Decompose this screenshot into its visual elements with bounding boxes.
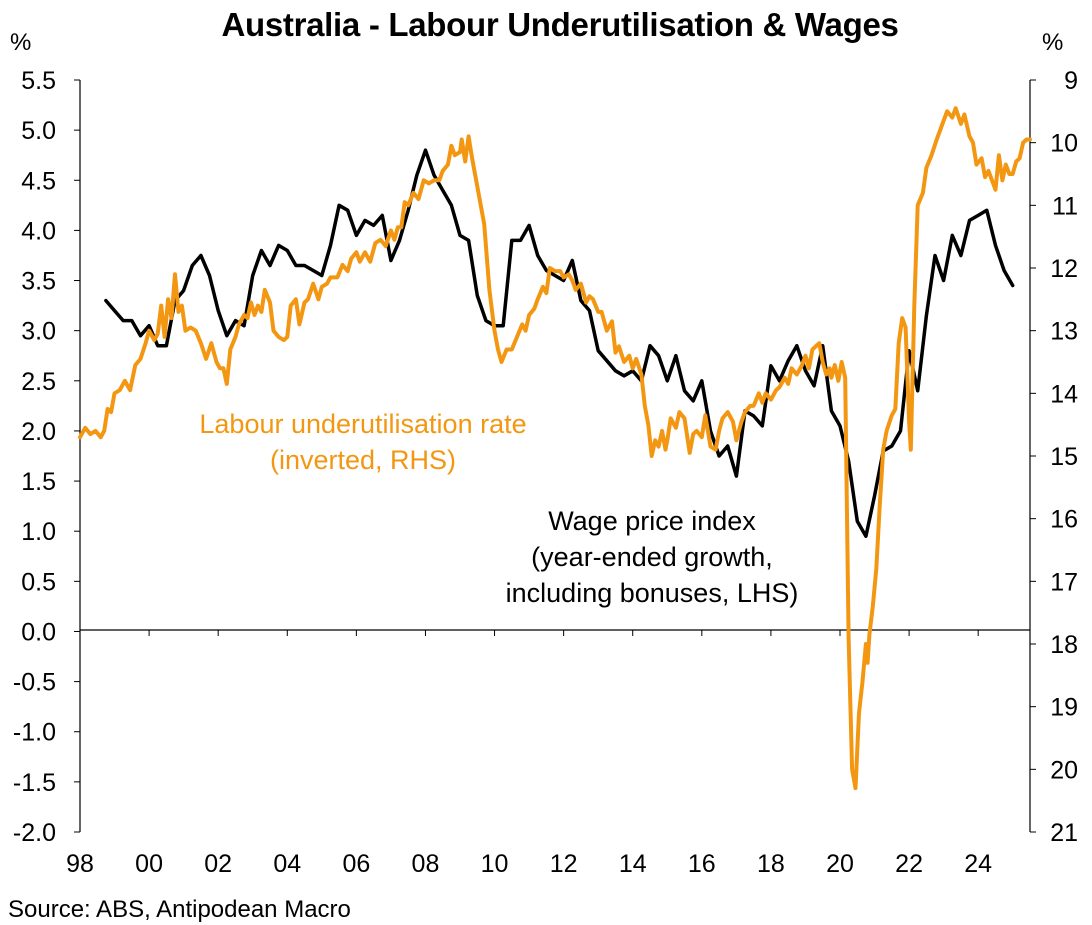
x-tick-label: 04: [273, 850, 301, 878]
x-tick-label: 08: [412, 850, 440, 878]
x-tick-label: 14: [619, 850, 647, 878]
x-tick-label: 98: [66, 850, 94, 878]
left-tick-label: -1.5: [13, 769, 56, 797]
right-tick-label: 15: [1050, 443, 1078, 471]
source-note: Source: ABS, Antipodean Macro: [8, 896, 351, 923]
x-tick-label: 16: [688, 850, 716, 878]
annotation-wpi-line: Wage price index: [548, 506, 756, 536]
left-tick-label: 1.0: [21, 518, 56, 546]
right-tick-label: 19: [1050, 694, 1078, 722]
right-tick-label: 16: [1050, 506, 1078, 534]
right-tick-label: 20: [1050, 756, 1078, 784]
right-axis-unit: %: [1042, 29, 1063, 56]
axes-group: [74, 79, 1036, 833]
x-tick-label: 12: [550, 850, 578, 878]
left-tick-label: 0.0: [21, 618, 56, 646]
right-tick-label: 14: [1050, 380, 1078, 408]
left-tick-label: 5.0: [21, 117, 56, 145]
left-tick-label: 0.5: [21, 568, 56, 596]
x-tick-label: 00: [135, 850, 163, 878]
annotation-underutil-line: Labour underutilisation rate: [199, 409, 526, 439]
x-tick-label: 06: [342, 850, 370, 878]
left-tick-label: 4.0: [21, 217, 56, 245]
series-line-underutil: [78, 106, 1032, 791]
x-tick-label: 22: [895, 850, 923, 878]
left-tick-label: 2.5: [21, 368, 56, 396]
left-tick-label: 3.0: [21, 318, 56, 346]
left-tick-label: 4.5: [21, 167, 56, 195]
annotation-wpi-line: (year-ended growth,: [531, 542, 773, 572]
right-tick-label: 10: [1050, 130, 1078, 158]
right-tick-label: 18: [1050, 631, 1078, 659]
right-tick-label: 11: [1052, 192, 1078, 220]
series-line-wpi: [104, 148, 1015, 538]
x-tick-label: 18: [757, 850, 785, 878]
annotation-underutil-line: (inverted, RHS): [270, 445, 456, 475]
right-tick-label: 12: [1050, 255, 1078, 283]
annotation-wpi-line: including bonuses, LHS): [506, 578, 799, 608]
left-tick-label: -2.0: [13, 819, 56, 847]
left-tick-label: 2.0: [21, 418, 56, 446]
x-tick-label: 10: [481, 850, 509, 878]
chart-title: Australia - Labour Underutilisation & Wa…: [221, 6, 899, 43]
right-tick-label: 17: [1050, 568, 1078, 596]
left-tick-label: -0.5: [13, 669, 56, 697]
left-tick-label: 3.5: [21, 268, 56, 296]
right-tick-label: 13: [1050, 318, 1078, 346]
series-group: [78, 106, 1032, 791]
x-tick-label: 24: [964, 850, 992, 878]
x-tick-label: 02: [204, 850, 232, 878]
labels-group: % % 5.5 5.0 4.5 4.0 3.5 3.0 2.5 2.0 1.5 1.0 0.5 0.0 -0…: [10, 29, 1078, 878]
left-tick-label: 5.5: [21, 67, 56, 95]
left-axis-unit: %: [10, 29, 31, 56]
x-tick-label: 20: [826, 850, 854, 878]
left-tick-label: 1.5: [21, 468, 56, 496]
right-tick-label: 9: [1064, 67, 1078, 95]
left-tick-label: -1.0: [13, 719, 56, 747]
right-tick-label: 21: [1050, 819, 1078, 847]
